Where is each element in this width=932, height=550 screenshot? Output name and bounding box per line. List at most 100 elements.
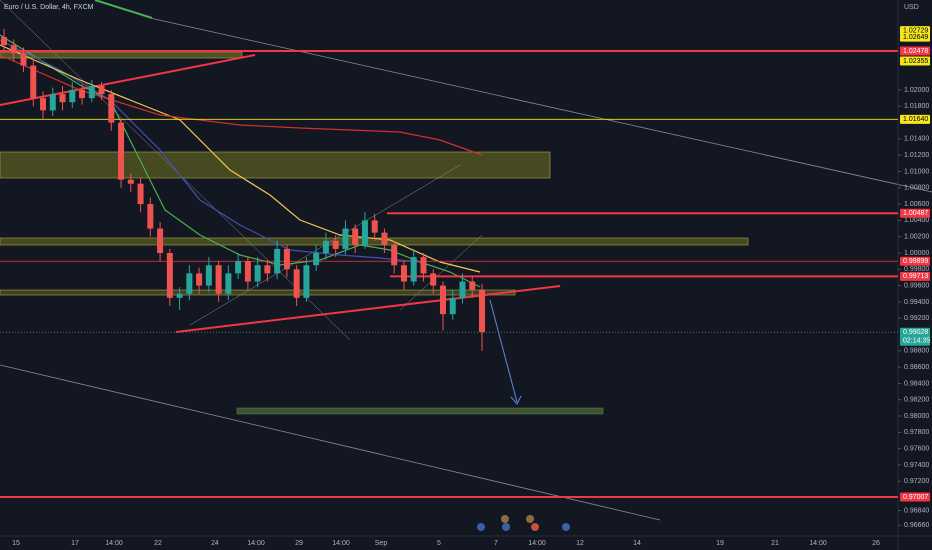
price-badge-label: 0.99028 [903,329,928,336]
candle-body [59,94,66,103]
x-tick-label: 7 [494,540,498,547]
arrow [489,299,518,403]
y-tick-label: 1.00200 [904,234,929,241]
candle-body [225,273,232,294]
arrow-head [510,395,522,405]
candle-body [332,240,339,249]
candle-body [147,204,154,229]
candle-body [479,289,485,333]
x-tick-label: 14:00 [247,540,265,547]
candle-body [313,253,320,266]
candle-body [322,240,329,254]
candle-body [400,265,407,282]
candle-body [88,85,95,99]
price-badge [900,208,930,218]
x-tick-label: 14:00 [105,540,123,547]
event-icon [502,523,510,531]
zone [0,151,551,179]
price-badge [900,114,930,124]
y-tick-label: 1.01800 [904,103,929,110]
price-badge-label: 1.01640 [903,116,928,123]
candle-body [137,183,144,205]
price-badge [900,256,930,266]
price-badge-label: 0.99899 [903,258,928,265]
candle-body [430,273,437,286]
candle-body [20,53,27,66]
y-tick-label: 0.99400 [904,299,929,306]
y-tick-label: 0.98000 [904,413,929,420]
y-tick-label: 0.99600 [904,282,929,289]
candle-body [1,37,7,46]
candle-body [293,269,300,298]
y-tick-label: 1.00000 [904,250,929,257]
y-tick-label: 0.97400 [904,462,929,469]
y-tick-label: 0.98400 [904,380,929,387]
price-badge-label: 0.99713 [903,273,928,280]
y-tick-label: 0.97600 [904,445,929,452]
y-tick-label: 0.97200 [904,478,929,485]
x-tick-label: 29 [295,540,303,547]
target-zone [236,407,604,415]
price-badge [900,327,930,346]
candle-body [205,265,212,286]
candle-body [410,257,417,282]
candle-body [283,248,290,270]
trend-line [149,17,932,193]
y-tick-label: 0.97800 [904,429,929,436]
x-tick-label: 21 [771,540,779,547]
price-badge-label: 1.02649 [903,34,928,41]
zone [0,237,749,246]
y-tick-label: 0.98800 [904,348,929,355]
candle-body [264,265,271,274]
price-badge-label: 1.02355 [903,58,928,65]
y-tick-label: 1.01000 [904,168,929,175]
y-tick-label: 1.01200 [904,152,929,159]
candle-body [108,94,115,123]
candle-body [361,220,368,245]
x-tick-label: 14 [633,540,641,547]
x-tick-label: 14:00 [528,540,546,547]
price-badge [900,271,930,281]
price-badge [900,32,930,42]
trend-line [175,285,561,333]
candle-body [157,228,164,254]
x-tick-label: 24 [211,540,219,547]
candle-body [254,265,261,282]
candle-body [303,265,310,298]
candle-body [381,232,388,245]
price-badge [900,492,930,502]
candle-body [127,179,134,184]
candle-body [69,89,76,103]
x-tick-label: 19 [716,540,724,547]
candle-body [176,293,183,298]
candle-body [40,98,47,111]
candle-body [244,261,251,282]
price-badge [900,46,930,56]
candle-body [235,261,242,274]
candle-body [118,122,125,180]
event-icon [526,515,534,523]
y-tick-label: 0.96840 [904,507,929,514]
candle-body [196,273,203,286]
event-icon [501,515,509,523]
trend-line [0,54,256,106]
candle-body [49,94,56,111]
zone [0,289,516,296]
candle-body [79,89,86,99]
x-tick-label: 26 [872,540,880,547]
candle-body [469,281,476,290]
candle-body [166,253,173,298]
candle-body [10,45,17,54]
price-badge-label: 1.00487 [903,210,928,217]
candle-body [186,273,193,294]
x-tick-label: 17 [71,540,79,547]
trend-line [0,364,661,521]
y-tick-label: 0.98600 [904,364,929,371]
y-tick-label: 0.99200 [904,315,929,322]
x-tick-label: 12 [576,540,584,547]
candle-body [215,265,222,294]
candle-body [352,228,359,245]
event-icon [531,523,539,531]
